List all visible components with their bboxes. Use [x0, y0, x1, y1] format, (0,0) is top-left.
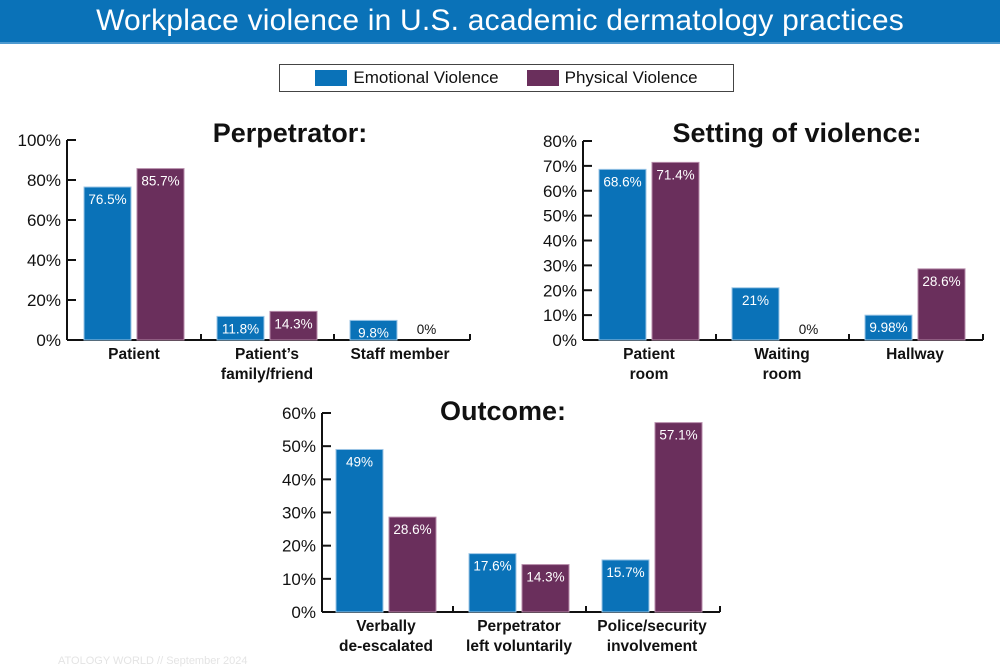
bar-value-label: 28.6%	[922, 274, 960, 289]
chart-outcome: Outcome: 0% 10% 20% 30% 40% 50% 60% 49% 28.6% Verb…	[260, 390, 740, 667]
x-category-label: Patient	[108, 346, 160, 363]
chart-svg: Outcome: 0% 10% 20% 30% 40% 50% 60% 49% 28.6% Verb…	[282, 396, 721, 655]
legend: Emotional Violence Physical Violence	[279, 64, 734, 92]
bar-emotional	[83, 186, 132, 341]
bar-physical	[654, 422, 703, 613]
x-category-label: Hallway	[886, 346, 944, 363]
bar-value-label: 28.6%	[393, 522, 431, 537]
y-tick-label: 20%	[27, 291, 61, 310]
y-tick-label: 0%	[36, 331, 61, 350]
bar-value-label: 11.8%	[222, 321, 259, 336]
bar-value-label: 71.4%	[656, 167, 694, 182]
chart-title: Setting of violence:	[672, 118, 921, 148]
bar-value-label: 9.98%	[869, 320, 907, 335]
x-category-label: room	[763, 366, 802, 383]
bar-physical	[651, 161, 700, 341]
x-category-label: Verbally	[356, 618, 416, 635]
y-tick-label: 40%	[282, 470, 316, 489]
y-tick-label: 30%	[282, 504, 316, 523]
bar-emotional	[216, 315, 265, 341]
bar-emotional	[731, 287, 780, 341]
x-category-label: Patient	[623, 346, 675, 363]
footer-credit: ATOLOGY WORLD // September 2024	[58, 655, 248, 667]
x-category-label: Waiting	[754, 346, 809, 363]
bar-emotional	[335, 448, 384, 613]
bar-physical	[136, 168, 185, 341]
x-category-label: involvement	[607, 638, 697, 655]
bar-value-label: 0%	[417, 322, 437, 337]
y-tick-label: 30%	[543, 256, 577, 275]
bar-physical	[269, 310, 318, 341]
legend-label-emotional: Emotional Violence	[353, 68, 499, 87]
y-tick-label: 20%	[543, 281, 577, 300]
y-tick-label: 50%	[282, 437, 316, 456]
bar-emotional	[349, 319, 398, 341]
y-tick-label: 50%	[543, 207, 577, 226]
y-tick-label: 60%	[543, 182, 577, 201]
legend-swatch-emotional	[315, 70, 348, 86]
x-category-label: left voluntarily	[466, 638, 572, 655]
chart-title: Outcome:	[440, 396, 566, 426]
legend-label-physical: Physical Violence	[564, 68, 698, 87]
y-tick-label: 20%	[282, 537, 316, 556]
chart-svg: Perpetrator: 0% 20% 40% 60% 80% 100% 76.5% 85.7%…	[18, 118, 471, 383]
legend-swatch-physical	[526, 70, 559, 86]
chart-perpetrator: Perpetrator: 0% 20% 40% 60% 80% 100% 76.5% 85.7%…	[0, 110, 480, 390]
legend-item-emotional: Emotional Violence	[315, 68, 499, 88]
y-tick-label: 40%	[543, 232, 577, 251]
x-category-label: Perpetrator	[477, 618, 561, 635]
chart-svg: Setting of violence: 0% 10% 20% 30% 40% 50% 60%…	[543, 118, 984, 383]
x-category-label: Patient’s	[235, 346, 299, 363]
chart-title: Perpetrator:	[213, 118, 368, 148]
bar-physical	[521, 564, 570, 613]
y-tick-label: 70%	[543, 157, 577, 176]
y-tick-label: 80%	[27, 171, 61, 190]
y-tick-label: 10%	[282, 570, 316, 589]
bar-value-label: 9.8%	[358, 325, 389, 340]
bar-emotional	[601, 559, 650, 613]
bar-value-label: 0%	[799, 322, 819, 337]
x-category-label: family/friend	[221, 366, 313, 383]
bar-value-label: 57.1%	[659, 428, 697, 443]
bar-value-label: 49%	[346, 454, 373, 469]
x-category-label: de-escalated	[339, 638, 433, 655]
bar-value-label: 14.3%	[526, 570, 564, 585]
bar-value-label: 17.6%	[473, 559, 511, 574]
bar-physical	[388, 516, 437, 613]
bar-emotional	[598, 168, 647, 341]
bar-physical	[917, 268, 966, 341]
y-tick-label: 60%	[282, 404, 316, 423]
legend-item-physical: Physical Violence	[526, 68, 698, 88]
y-tick-label: 60%	[27, 211, 61, 230]
y-tick-label: 0%	[291, 603, 316, 622]
bar-value-label: 15.7%	[606, 565, 644, 580]
y-tick-label: 80%	[543, 132, 577, 151]
x-category-label: Staff member	[350, 346, 449, 363]
bar-value-label: 21%	[742, 293, 769, 308]
bar-value-label: 14.3%	[274, 316, 312, 331]
page-title: Workplace violence in U.S. academic derm…	[96, 4, 904, 37]
x-category-label: room	[630, 366, 669, 383]
chart-setting-of-violence: Setting of violence: 0% 10% 20% 30% 40% 50% 60%…	[510, 110, 1000, 390]
y-tick-label: 100%	[18, 131, 61, 150]
title-banner: Workplace violence in U.S. academic derm…	[0, 0, 1000, 44]
y-tick-label: 0%	[552, 331, 577, 350]
bar-emotional	[468, 553, 517, 613]
bar-emotional	[864, 314, 913, 341]
bar-value-label: 85.7%	[141, 174, 179, 189]
y-tick-label: 40%	[27, 251, 61, 270]
bar-value-label: 76.5%	[88, 192, 126, 207]
bar-value-label: 68.6%	[603, 174, 641, 189]
x-category-label: Police/security	[597, 618, 707, 635]
y-tick-label: 10%	[543, 306, 577, 325]
